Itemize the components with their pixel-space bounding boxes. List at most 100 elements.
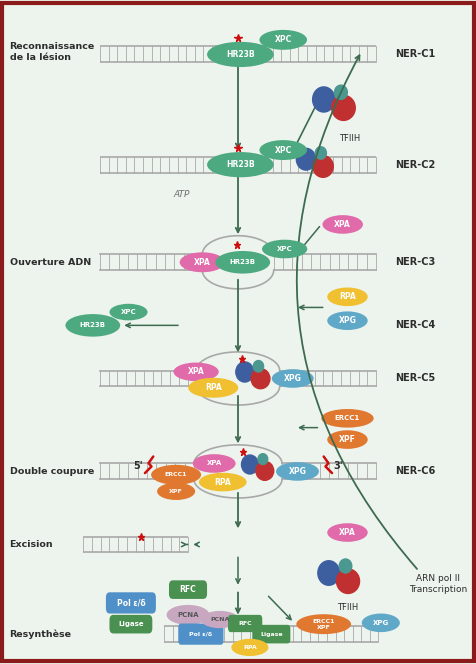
Text: XPG: XPG [288,467,307,476]
Ellipse shape [339,559,352,573]
Text: XPC: XPC [277,246,292,252]
Ellipse shape [241,455,258,474]
Ellipse shape [318,560,340,585]
Text: PCNA: PCNA [177,612,199,618]
Text: RPA: RPA [205,383,222,392]
Ellipse shape [297,148,316,170]
Text: RPA: RPA [243,645,257,650]
Text: Pol ε/δ: Pol ε/δ [117,598,145,608]
Text: TFIIH: TFIIH [337,603,358,612]
Ellipse shape [327,523,368,542]
Ellipse shape [259,30,307,50]
Ellipse shape [337,569,359,594]
FancyArrowPatch shape [297,55,417,569]
Text: Ouverture ADN: Ouverture ADN [10,258,91,267]
Ellipse shape [207,42,274,67]
Ellipse shape [262,240,307,258]
Text: Resynthèse: Resynthèse [10,629,71,639]
Ellipse shape [251,369,270,388]
Ellipse shape [327,288,368,306]
Ellipse shape [272,369,314,388]
Ellipse shape [332,96,355,120]
Text: ERCC1
XPF: ERCC1 XPF [312,619,335,629]
Ellipse shape [199,473,247,491]
Text: NER-C5: NER-C5 [395,373,436,384]
FancyBboxPatch shape [106,592,156,614]
Text: XPC: XPC [121,309,136,315]
Ellipse shape [362,614,400,632]
Text: XPA: XPA [339,528,356,537]
Ellipse shape [231,639,268,656]
Text: XPG: XPG [373,620,389,626]
Text: XPG: XPG [338,316,357,325]
Text: 3': 3' [333,461,343,471]
FancyBboxPatch shape [169,580,207,599]
Text: XPF: XPF [169,489,183,494]
Text: RFC: RFC [238,621,252,626]
Text: XPA: XPA [334,220,351,229]
Ellipse shape [276,462,319,481]
FancyBboxPatch shape [228,615,262,632]
Ellipse shape [327,311,368,330]
Text: NER-C2: NER-C2 [395,159,436,170]
Ellipse shape [321,409,374,428]
Text: HR23B: HR23B [226,160,255,169]
Text: ERCC1: ERCC1 [335,415,360,422]
Text: ARN pol II
Transcription: ARN pol II Transcription [409,574,467,594]
Text: ATP: ATP [174,190,190,199]
Text: TFIIH: TFIIH [339,134,360,143]
Ellipse shape [313,155,333,177]
Ellipse shape [335,85,347,100]
Text: Ligase: Ligase [260,631,283,637]
Text: HR23B: HR23B [230,259,256,266]
Text: Excision: Excision [10,540,53,549]
Ellipse shape [296,614,351,634]
Text: RPA: RPA [214,477,231,487]
Text: XPC: XPC [275,35,292,44]
Ellipse shape [173,363,218,381]
Ellipse shape [253,361,264,372]
Ellipse shape [322,215,363,234]
Ellipse shape [258,454,268,465]
Ellipse shape [215,251,270,274]
Ellipse shape [109,304,148,321]
Text: XPA: XPA [207,460,222,467]
Text: 5': 5' [133,461,143,471]
FancyBboxPatch shape [252,625,290,643]
Ellipse shape [259,140,307,160]
Text: ERCC1: ERCC1 [165,472,188,477]
Text: NER-C6: NER-C6 [395,466,436,477]
Text: RPA: RPA [339,292,356,301]
Text: NER-C3: NER-C3 [395,257,436,268]
Ellipse shape [236,362,254,382]
Text: NER-C4: NER-C4 [395,320,436,331]
Text: PCNA: PCNA [210,617,229,622]
Ellipse shape [193,454,236,473]
Text: NER-C1: NER-C1 [395,49,436,60]
Text: Ligase: Ligase [118,621,144,627]
Text: Double coupure: Double coupure [10,467,94,476]
Ellipse shape [256,461,274,480]
Text: XPF: XPF [339,435,356,444]
Text: HR23B: HR23B [226,50,255,59]
Text: HR23B: HR23B [80,322,106,329]
Text: Pol ε/δ: Pol ε/δ [189,631,212,637]
Text: XPC: XPC [275,145,292,155]
Text: XPA: XPA [188,367,205,376]
Text: RFC: RFC [179,585,197,594]
Ellipse shape [188,378,238,398]
Text: XPG: XPG [284,374,302,383]
Text: XPA: XPA [194,258,211,267]
Ellipse shape [207,152,274,177]
Ellipse shape [180,252,225,272]
Ellipse shape [315,147,327,159]
Ellipse shape [327,430,368,449]
Ellipse shape [157,483,195,500]
Ellipse shape [167,605,209,625]
FancyBboxPatch shape [178,623,224,645]
Ellipse shape [151,465,201,485]
FancyBboxPatch shape [109,615,152,633]
Text: Reconnaissance
de la lésion: Reconnaissance de la lésion [10,42,95,62]
Ellipse shape [313,87,335,112]
Ellipse shape [66,314,120,337]
